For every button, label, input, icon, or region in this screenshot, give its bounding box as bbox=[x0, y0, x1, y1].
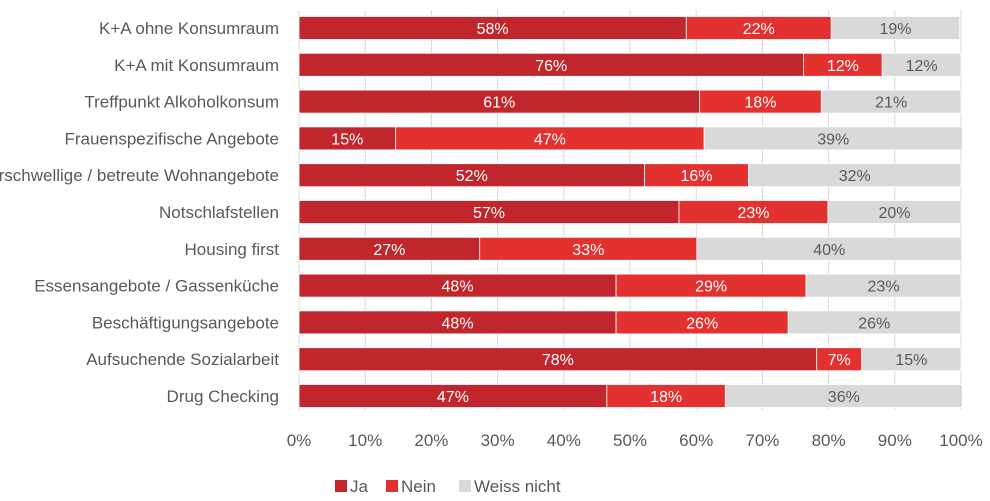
bar-data-label: 18% bbox=[744, 95, 776, 112]
x-tick-label: 90% bbox=[878, 431, 912, 450]
bar-data-label: 47% bbox=[534, 131, 566, 148]
bar-segment bbox=[820, 89, 962, 114]
x-tick-label: 40% bbox=[547, 431, 581, 450]
bar-data-label: 15% bbox=[331, 131, 363, 148]
bar-data-label: 22% bbox=[743, 21, 775, 38]
bar-data-label: 16% bbox=[681, 168, 713, 185]
x-tick-labels: 0% 10% 20% 30% 40% 50% 60% 70% 80% 90% 100% bbox=[287, 431, 983, 450]
category-label: Niederschwellige / betreute Wohnangebote bbox=[0, 166, 279, 185]
bar-data-label: 76% bbox=[535, 58, 567, 75]
bar-data-label: 21% bbox=[875, 95, 907, 112]
bar-segment bbox=[827, 200, 962, 224]
bar-data-label: 40% bbox=[813, 242, 845, 259]
category-label: K+A mit Konsumraum bbox=[114, 56, 279, 75]
category-label: Beschäftigungsangebote bbox=[92, 313, 279, 332]
category-label: Essensangebote / Gassenküche bbox=[34, 277, 279, 296]
bar-data-label: 26% bbox=[858, 315, 890, 332]
x-tick-label: 80% bbox=[812, 431, 846, 450]
bar-data-label: 58% bbox=[477, 21, 509, 38]
legend-label: Nein bbox=[401, 477, 436, 496]
bar-data-label: 39% bbox=[817, 131, 849, 148]
x-tick-label: 10% bbox=[348, 431, 382, 450]
bar-segment bbox=[861, 347, 962, 372]
bar-data-label: 20% bbox=[878, 205, 910, 222]
bar-segment bbox=[703, 126, 963, 151]
bar-segment bbox=[787, 310, 961, 335]
x-tick-label: 0% bbox=[287, 431, 312, 450]
legend: Ja Nein Weiss nicht bbox=[335, 477, 561, 496]
legend-label: Ja bbox=[350, 477, 369, 496]
bar-data-label: 61% bbox=[483, 95, 515, 112]
bar-data-label: 32% bbox=[839, 168, 871, 185]
bar-data-label: 7% bbox=[828, 352, 851, 369]
x-tick-label: 30% bbox=[481, 431, 515, 450]
legend-swatch bbox=[386, 480, 398, 492]
bar-data-label: 36% bbox=[828, 389, 860, 406]
legend-label: Weiss nicht bbox=[474, 477, 561, 496]
bar-data-label: 19% bbox=[879, 21, 911, 38]
bar-data-label: 47% bbox=[437, 389, 469, 406]
x-tick-label: 70% bbox=[745, 431, 779, 450]
bar-data-label: 48% bbox=[442, 279, 474, 296]
bar-data-label: 29% bbox=[695, 279, 727, 296]
category-label: Drug Checking bbox=[167, 387, 279, 406]
bars: 58% 22% 19% 76% 12% 12% 61% 18% 21% 15% 47% 39% 52% 1… bbox=[298, 16, 963, 408]
bar-segment bbox=[724, 384, 963, 408]
bar-data-label: 23% bbox=[868, 279, 900, 296]
x-tick-label: 60% bbox=[679, 431, 713, 450]
bar-segment bbox=[696, 236, 963, 261]
bar-data-label: 26% bbox=[686, 315, 718, 332]
bar-segment bbox=[830, 16, 961, 40]
x-tick-label: 100% bbox=[939, 431, 982, 450]
x-tick-label: 50% bbox=[613, 431, 647, 450]
bar-data-label: 12% bbox=[906, 58, 938, 75]
category-label: Frauenspezifische Angebote bbox=[64, 129, 279, 148]
legend-swatch bbox=[335, 480, 347, 492]
bar-data-label: 23% bbox=[737, 205, 769, 222]
bar-segment bbox=[881, 52, 962, 77]
category-label: Aufsuchende Sozialarbeit bbox=[86, 350, 279, 369]
x-tick-label: 20% bbox=[414, 431, 448, 450]
bar-data-label: 27% bbox=[373, 242, 405, 259]
bar-data-label: 18% bbox=[650, 389, 682, 406]
bar-data-label: 15% bbox=[895, 352, 927, 369]
bar-segment bbox=[748, 163, 962, 188]
bar-data-label: 57% bbox=[473, 205, 505, 222]
bar-segment bbox=[805, 273, 962, 298]
category-label: Notschlafstellen bbox=[159, 203, 279, 222]
bar-data-label: 33% bbox=[572, 242, 604, 259]
bar-data-label: 78% bbox=[542, 352, 574, 369]
category-label: Housing first bbox=[185, 240, 280, 259]
bar-data-label: 52% bbox=[456, 168, 488, 185]
category-label: K+A ohne Konsumraum bbox=[99, 19, 279, 38]
bar-data-label: 12% bbox=[827, 58, 859, 75]
bar-data-label: 48% bbox=[442, 315, 474, 332]
category-labels: K+A ohne Konsumraum K+A mit Konsumraum Tre… bbox=[0, 19, 279, 406]
category-label: Treffpunkt Alkoholkonsum bbox=[84, 93, 279, 112]
legend-swatch bbox=[459, 480, 471, 492]
